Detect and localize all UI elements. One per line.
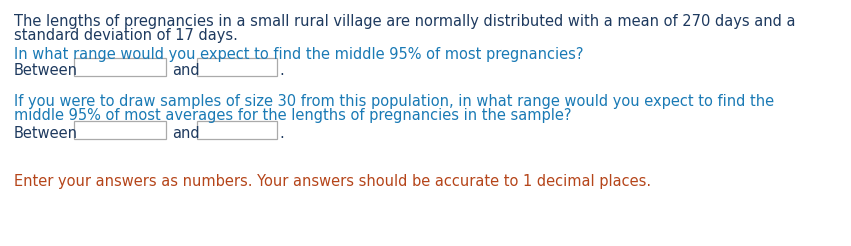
Text: and: and [172,126,200,141]
FancyBboxPatch shape [74,58,166,76]
Text: and: and [172,63,200,78]
Text: Enter your answers as numbers. Your answers should be accurate to 1 decimal plac: Enter your answers as numbers. Your answ… [14,174,651,189]
Text: If you were to draw samples of size 30 from this population, in what range would: If you were to draw samples of size 30 f… [14,94,774,109]
Text: The lengths of pregnancies in a small rural village are normally distributed wit: The lengths of pregnancies in a small ru… [14,14,796,29]
Text: Between: Between [14,63,78,78]
Text: In what range would you expect to find the middle 95% of most pregnancies?: In what range would you expect to find t… [14,47,584,62]
FancyBboxPatch shape [197,121,277,139]
Text: Between: Between [14,126,78,141]
FancyBboxPatch shape [74,121,166,139]
Text: middle 95% of most averages for the lengths of pregnancies in the sample?: middle 95% of most averages for the leng… [14,108,572,123]
Text: .: . [279,63,283,78]
FancyBboxPatch shape [197,58,277,76]
Text: standard deviation of 17 days.: standard deviation of 17 days. [14,28,238,43]
Text: .: . [279,126,283,141]
